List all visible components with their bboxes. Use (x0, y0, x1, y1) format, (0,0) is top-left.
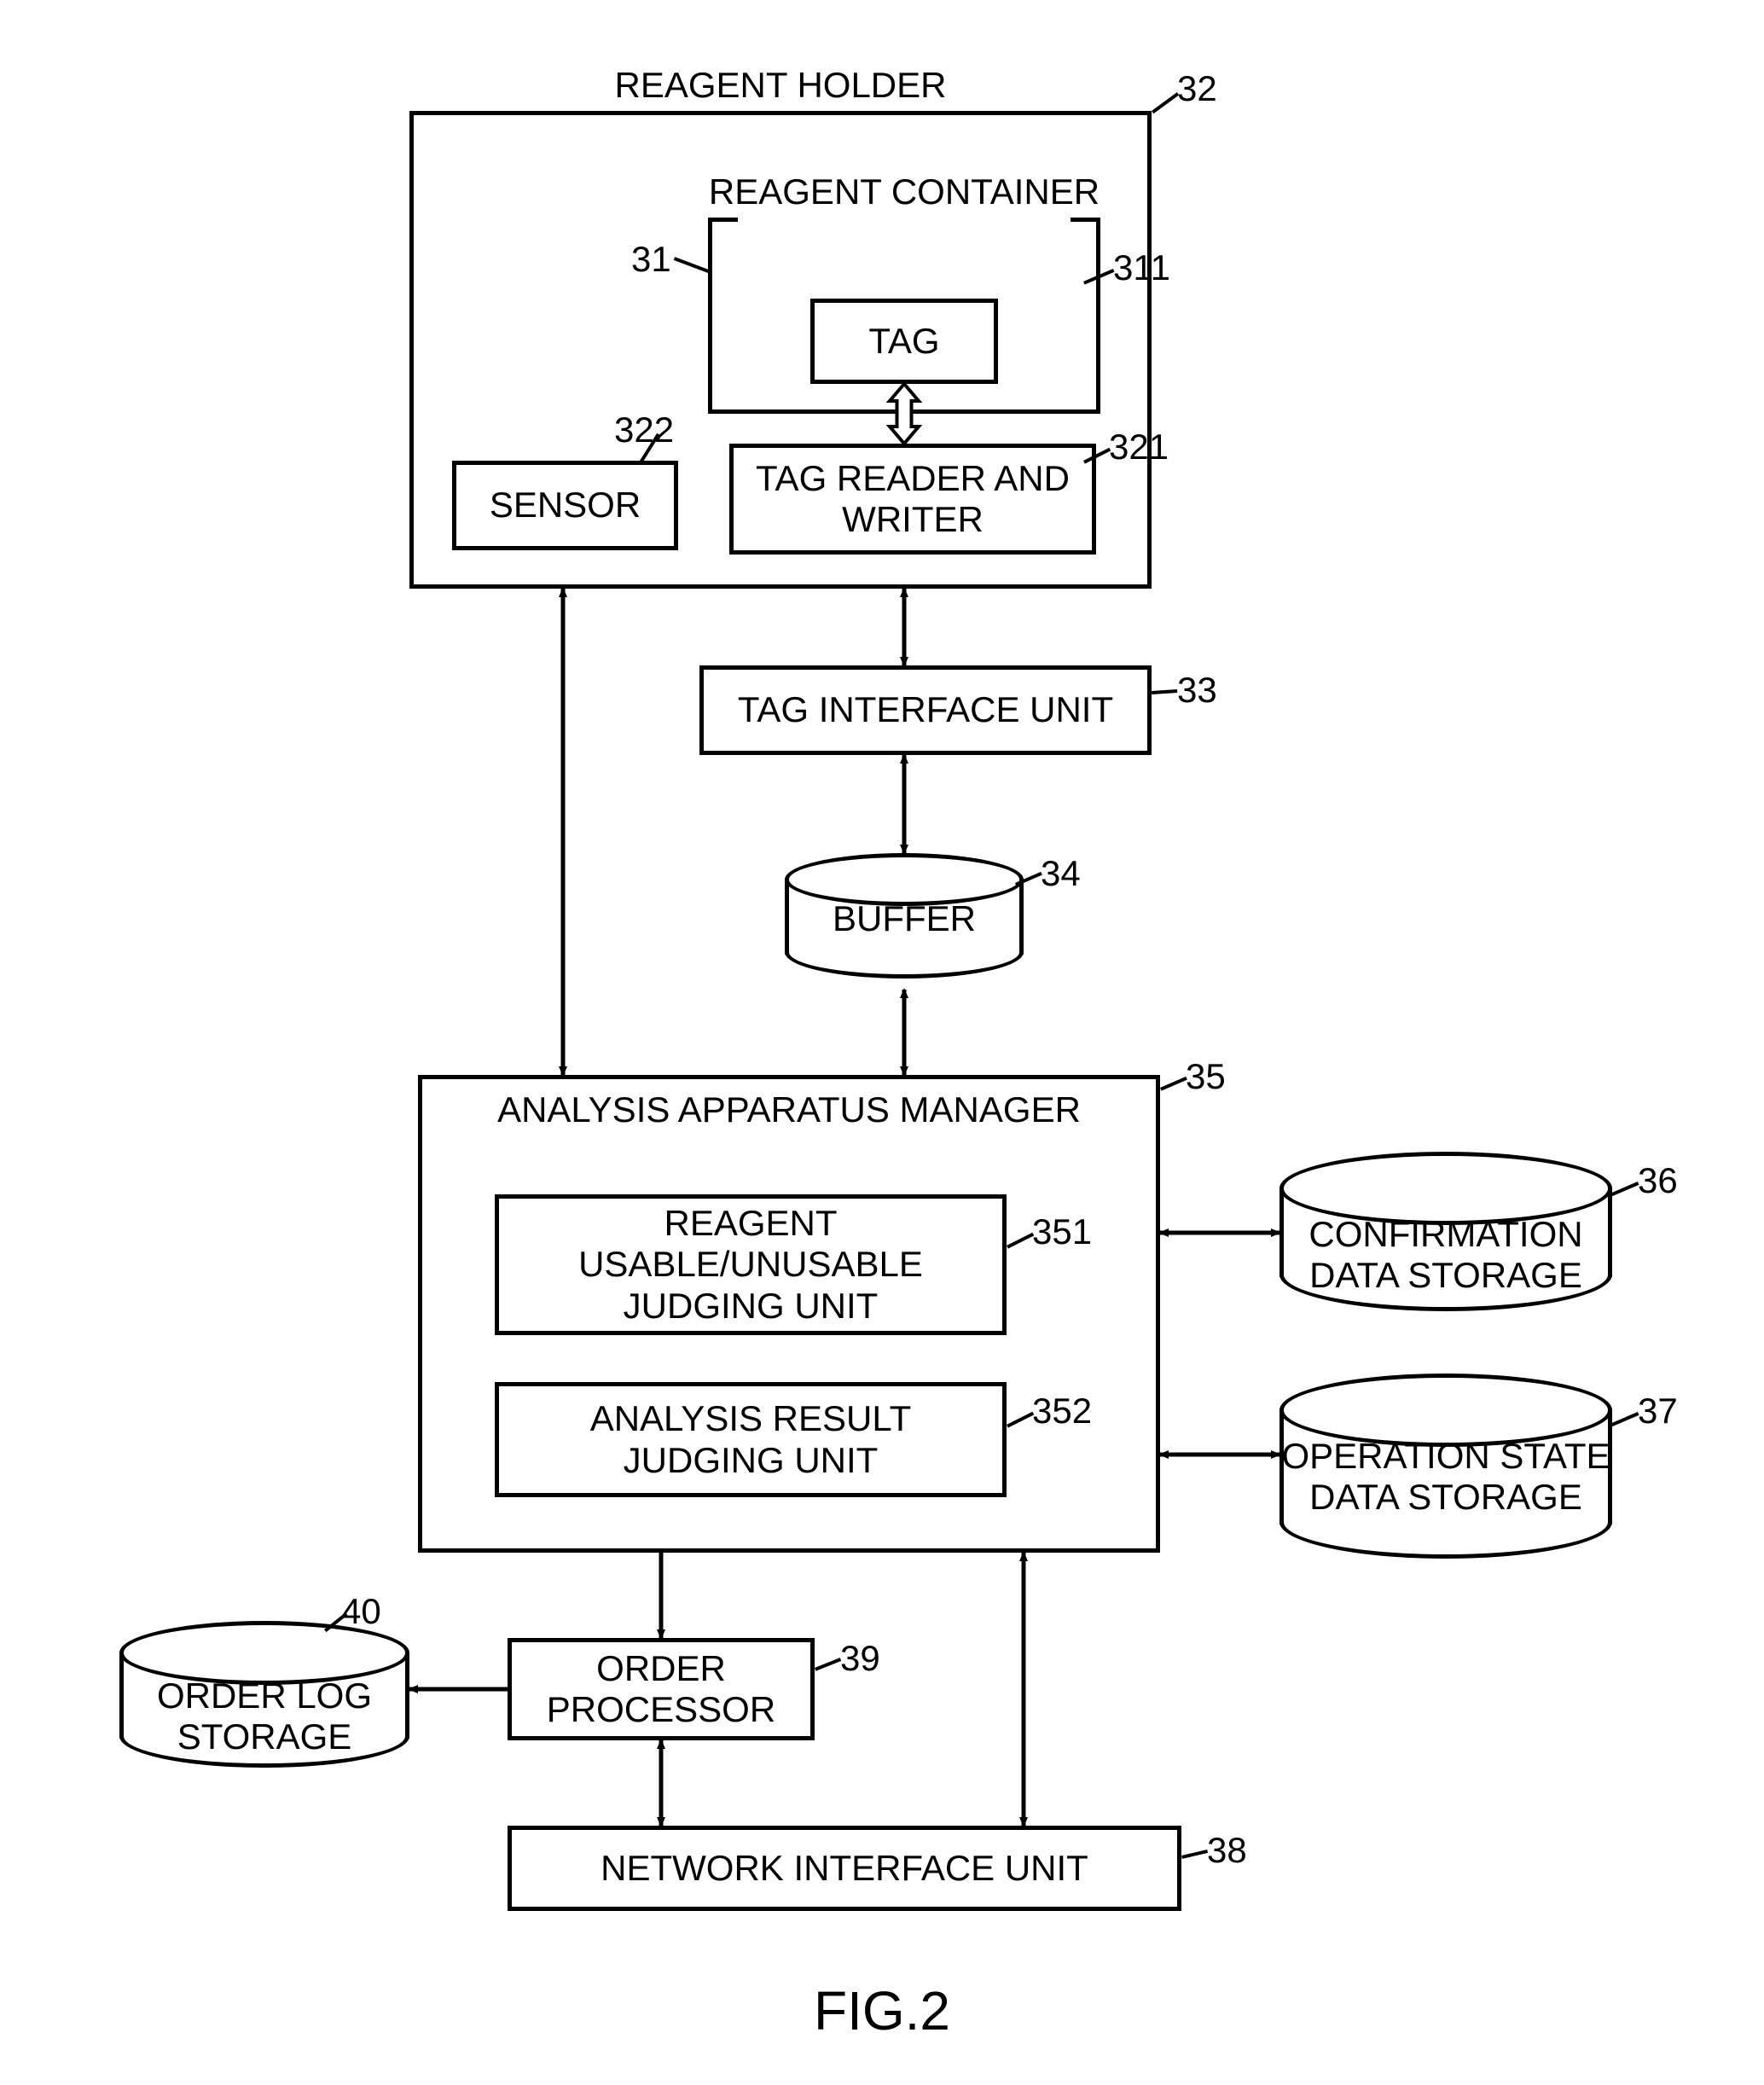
order_proc-label: ORDER PROCESSOR (512, 1648, 810, 1731)
blocks.judging2.ref-refnum: 352 (1032, 1391, 1092, 1432)
blocks.reagent_holder.ref-refnum: 32 (1177, 68, 1217, 109)
judging1-label: REAGENT USABLE/UNUSABLE JUDGING UNIT (499, 1203, 1002, 1327)
confirm-cylinder: CONFIRMATION DATA STORAGE (1279, 1152, 1612, 1314)
leader-line (1152, 92, 1179, 113)
tag_if-label: TAG INTERFACE UNIT (729, 689, 1122, 730)
opstate-label: OPERATION STATE DATA STORAGE (1279, 1436, 1612, 1519)
figure-label: FIG.2 (0, 1979, 1764, 2042)
cylinders.orderlog.ref-refnum: 40 (341, 1591, 381, 1632)
net_if-box: NETWORK INTERFACE UNIT (508, 1826, 1181, 1911)
reagent_container-title: REAGENT CONTAINER (708, 171, 1100, 212)
opstate-cylinder: OPERATION STATE DATA STORAGE (1279, 1374, 1612, 1561)
blocks.sensor.ref-refnum: 322 (614, 409, 674, 450)
tag_rw-box: TAG READER AND WRITER (729, 444, 1096, 555)
tag_if-box: TAG INTERFACE UNIT (699, 665, 1152, 755)
order_proc-box: ORDER PROCESSOR (508, 1638, 815, 1740)
tag-label: TAG (860, 321, 948, 362)
sensor-label: SENSOR (481, 485, 649, 526)
manager-title: ANALYSIS APPARATUS MANAGER (422, 1089, 1156, 1130)
judging2-label: ANALYSIS RESULT JUDGING UNIT (499, 1398, 1002, 1481)
cylinders.confirm.ref-refnum: 36 (1638, 1160, 1678, 1201)
buffer-label: BUFFER (785, 898, 1024, 939)
buffer-cylinder: BUFFER (785, 853, 1024, 981)
confirm-label: CONFIRMATION DATA STORAGE (1279, 1214, 1612, 1297)
tag_rw-label: TAG READER AND WRITER (734, 458, 1092, 541)
cylinders.opstate.ref-refnum: 37 (1638, 1391, 1678, 1432)
orderlog-label: ORDER LOG STORAGE (119, 1676, 409, 1758)
judging2-box: ANALYSIS RESULT JUDGING UNIT (495, 1382, 1007, 1497)
judging1-box: REAGENT USABLE/UNUSABLE JUDGING UNIT (495, 1194, 1007, 1335)
cylinders.buffer.ref-refnum: 34 (1041, 853, 1081, 894)
blocks.tag.ref-refnum: 311 (1113, 247, 1170, 288)
blocks.tag_rw.ref-refnum: 321 (1109, 427, 1169, 468)
reagent_holder-title: REAGENT HOLDER (409, 65, 1152, 106)
blocks.net_if.ref-refnum: 38 (1207, 1830, 1247, 1871)
tag-box: TAG (810, 299, 998, 384)
orderlog-cylinder: ORDER LOG STORAGE (119, 1621, 409, 1770)
blocks.reagent_container.ref-refnum: 31 (631, 239, 671, 280)
blocks.judging1.ref-refnum: 351 (1032, 1211, 1092, 1252)
leader-line (815, 1658, 841, 1671)
leader-line (1160, 1077, 1187, 1091)
blocks.manager.ref-refnum: 35 (1186, 1056, 1226, 1097)
leader-line (1181, 1850, 1208, 1859)
leader-line (1608, 1412, 1639, 1428)
blocks.order_proc.ref-refnum: 39 (840, 1638, 880, 1679)
net_if-label: NETWORK INTERFACE UNIT (592, 1848, 1097, 1889)
leader-line (1152, 689, 1177, 694)
sensor-box: SENSOR (452, 461, 678, 550)
blocks.tag_if.ref-refnum: 33 (1177, 670, 1217, 711)
leader-line (1608, 1182, 1639, 1198)
diagram-canvas: REAGENT HOLDER REAGENT CONTAINER TAG SENSOR… (0, 0, 1764, 2085)
